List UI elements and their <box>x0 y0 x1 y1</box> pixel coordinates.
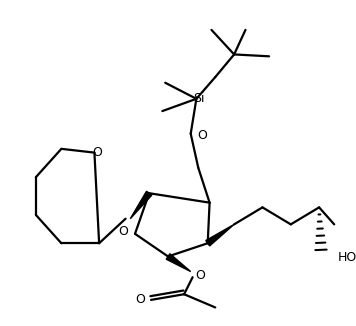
Polygon shape <box>166 254 191 272</box>
Text: Si: Si <box>193 92 205 105</box>
Polygon shape <box>206 224 234 246</box>
Polygon shape <box>130 191 152 219</box>
Text: HO: HO <box>338 251 356 264</box>
Text: O: O <box>92 146 102 159</box>
Text: O: O <box>197 129 207 142</box>
Text: O: O <box>195 269 205 282</box>
Text: O: O <box>119 225 129 238</box>
Text: O: O <box>135 293 145 306</box>
